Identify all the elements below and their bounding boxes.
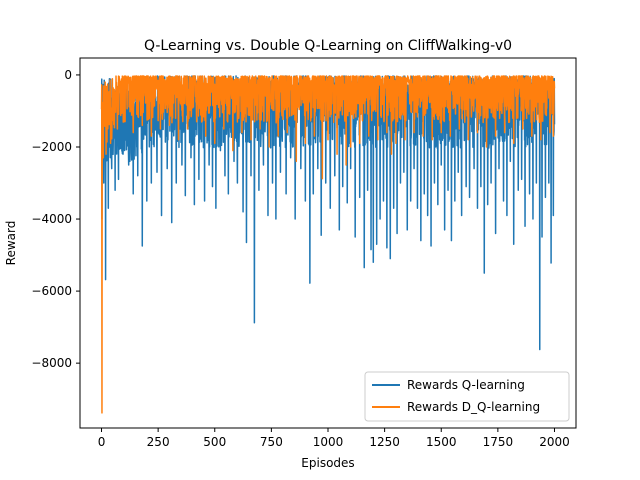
x-tick-label: 2000: [539, 435, 570, 449]
x-tick-label: 500: [203, 435, 226, 449]
series-layer: [100, 75, 556, 414]
x-tick-label: 0: [98, 435, 106, 449]
chart-title: Q-Learning vs. Double Q-Learning on Clif…: [144, 38, 512, 54]
legend-label-dq-learning: Rewards D_Q-learning: [407, 400, 540, 414]
y-tick-label: −4000: [31, 212, 72, 226]
x-axis-label: Episodes: [301, 456, 354, 470]
x-tick-label: 1750: [483, 435, 514, 449]
x-tick-label: 250: [147, 435, 170, 449]
x-tick-label: 1500: [426, 435, 457, 449]
x-tick-label: 1250: [369, 435, 400, 449]
legend: Rewards Q-learning Rewards D_Q-learning: [364, 371, 570, 422]
legend-box: [364, 371, 570, 422]
y-tick-label: 0: [64, 68, 72, 82]
series-line-dq-learning: [100, 75, 556, 414]
x-tick-label: 750: [260, 435, 283, 449]
y-tick-label: −8000: [31, 356, 72, 370]
legend-label-q-learning: Rewards Q-learning: [407, 378, 525, 392]
y-axis-ticks: 0 −2000 −4000 −6000 −8000: [31, 68, 80, 370]
x-tick-label: 1000: [313, 435, 344, 449]
x-axis-ticks: 0 250 500 750 1000 1250 1500 1750 2000: [98, 428, 570, 449]
y-axis-label: Reward: [4, 221, 18, 266]
y-tick-label: −2000: [31, 140, 72, 154]
y-tick-label: −6000: [31, 284, 72, 298]
